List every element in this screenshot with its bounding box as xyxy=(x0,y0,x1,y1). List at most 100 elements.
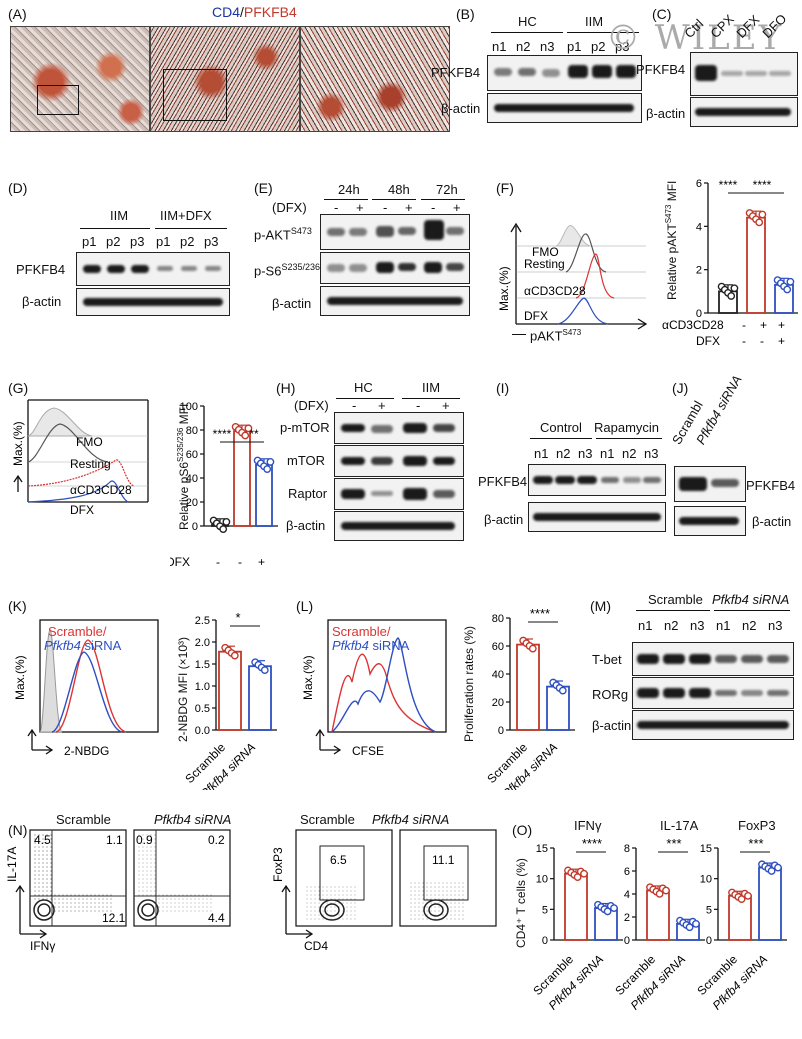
g-legend-resting: Resting xyxy=(70,457,111,471)
f-row2-label: DFX xyxy=(696,334,720,348)
o-sig-1: **** xyxy=(582,836,602,851)
panel-g-bar-chart: 0 20 40 60 80 100 **** ** DFX - - + xyxy=(170,401,278,569)
o-il17a-dot xyxy=(685,923,694,932)
panel-l-label: (L) xyxy=(296,598,314,614)
blot-e-pakt xyxy=(320,214,470,250)
ihc-image-mid-mag xyxy=(150,26,300,132)
o-foxp3-dot xyxy=(774,863,782,872)
o-ifng-dot xyxy=(573,873,582,881)
f-dot xyxy=(727,292,736,300)
f-ytick: 0 xyxy=(696,308,702,320)
l-legend-sirna: Pfkfb4 siRNA xyxy=(332,638,410,653)
panel-a-title: CD4/PFKFB4 xyxy=(212,4,297,20)
ihc-image-low-mag xyxy=(10,26,150,132)
ihc-image-high-mag xyxy=(300,26,450,132)
panel-f-bar-chart: 0 2 4 6 **** **** αCD3CD28 - + + DFX - - + xyxy=(662,178,798,348)
o-ifng-ytick: 0 xyxy=(542,935,548,947)
l-hist-xlabel: CFSE xyxy=(352,744,384,758)
blot-e-ps6 xyxy=(320,252,470,284)
n-ylabel-2: FoxP3 xyxy=(271,847,285,882)
l-ytick: 80 xyxy=(492,613,504,625)
g-legend-acd3cd28: αCD3CD28 xyxy=(70,483,132,497)
blot-i-pfkfb4 xyxy=(528,464,666,496)
l-hist-ylabel: Max.(%) xyxy=(301,655,315,700)
n-xlabel-1: IFNγ xyxy=(30,939,55,953)
hist-legend-resting: Resting xyxy=(524,257,565,271)
blot-m-actin xyxy=(632,710,794,740)
panel-n-label: (N) xyxy=(8,822,28,838)
f-bar-ylabel: Relative pAKTS473 MFI xyxy=(664,180,679,300)
blot-h-pmtor xyxy=(334,412,464,444)
f-row1-sign-2: + xyxy=(760,318,767,332)
o-foxp3-ytick: 5 xyxy=(706,904,712,916)
o-il17a-ytick: 0 xyxy=(624,935,630,947)
panel-n-flow-plots: 4.5 1.1 12.1 0.9 0.2 4.4 IL-17A IFNγ 6.5… xyxy=(6,829,497,953)
hist-ylabel: Max.(%) xyxy=(497,266,511,311)
g-sig-1: **** xyxy=(213,427,232,441)
k-ytick: 1.5 xyxy=(195,659,210,671)
g-dot xyxy=(266,458,275,466)
o-ifng-ytick: 5 xyxy=(542,904,548,916)
o-il17a-ytick: 2 xyxy=(624,912,630,924)
n-gate-1: 6.5 xyxy=(330,853,347,867)
blot-d-pfkfb4 xyxy=(76,252,230,286)
o-il17a-dot xyxy=(692,920,700,928)
n-ylabel-1: IL-17A xyxy=(6,847,19,882)
k-ytick: 0.0 xyxy=(195,725,210,737)
l-ytick: 60 xyxy=(492,641,504,653)
panel-d-label: (D) xyxy=(8,180,28,196)
blot-b-pfkfb4 xyxy=(487,55,642,91)
k-bar xyxy=(218,650,242,731)
g-ytick: 40 xyxy=(186,473,198,485)
panel-k-bar-chart: 0.00.51.01.52.02.5 * Scramble Pfkfb4 siR… xyxy=(182,610,277,790)
g-legend-fmo: FMO xyxy=(76,435,103,449)
panel-j-label: (J) xyxy=(672,380,689,396)
f-row1-label: αCD3CD28 xyxy=(662,318,724,332)
k-hist-ylabel: Max.(%) xyxy=(13,655,27,700)
n-gate-2: 11.1 xyxy=(432,853,455,867)
wiley-watermark: © WILEY xyxy=(606,18,784,58)
o-foxp3-dot xyxy=(767,867,776,875)
o-foxp3-dot xyxy=(737,895,746,904)
k-ytick: 2.0 xyxy=(195,637,210,649)
blot-c-actin xyxy=(690,97,798,127)
panel-m-label: (M) xyxy=(590,598,611,614)
f-dot xyxy=(730,284,739,293)
n-q2-ul: 0.9 xyxy=(136,833,153,847)
k-dot xyxy=(260,666,269,675)
o-il17a-ytick: 6 xyxy=(624,866,630,878)
o-il17a-bar xyxy=(646,889,670,941)
f-row2-sign-3: + xyxy=(778,334,785,348)
f-ytick: 4 xyxy=(696,221,702,233)
g-ytick: 0 xyxy=(192,521,198,533)
panel-f-label: (F) xyxy=(496,180,514,196)
g-dot xyxy=(244,424,253,433)
o-ifng-ytick: 10 xyxy=(536,874,548,886)
f-sig-2: **** xyxy=(753,178,772,192)
l-bar xyxy=(516,643,540,731)
g-bar xyxy=(233,430,251,527)
panel-e-label: (E) xyxy=(254,180,273,196)
o-foxp3-bar xyxy=(758,866,782,941)
n-q2-lr: 4.4 xyxy=(208,911,225,925)
k-hist-xlabel: 2-NBDG xyxy=(64,744,109,758)
g-bar xyxy=(255,463,273,527)
o-foxp3-dot xyxy=(744,891,752,900)
o-ifng-bar xyxy=(564,872,588,941)
hist-legend-fmo: FMO xyxy=(532,245,559,259)
panel-f-histogram: FMO Resting αCD3CD28 DFX Max.(%) xyxy=(497,222,648,330)
f-sig-1: **** xyxy=(719,178,738,192)
hist-legend-dfx: DFX xyxy=(524,309,548,323)
k-sig: * xyxy=(235,610,240,625)
g-hist-ylabel: Max.(%) xyxy=(11,421,25,466)
panel-g-histogram: FMO Resting αCD3CD28 DFX Max.(%) xyxy=(11,399,149,517)
k-legend-sirna: Pfkfb4 siRNA xyxy=(44,638,122,653)
k-ytick: 0.5 xyxy=(195,703,210,715)
blot-d-actin xyxy=(76,288,230,316)
f-row2-sign-1: - xyxy=(742,334,746,348)
f-dot xyxy=(783,285,792,294)
cd4-text: CD4 xyxy=(212,4,241,20)
l-sig: **** xyxy=(530,606,550,621)
g-bar-ylabel: Relative pS6S235/236 MFI xyxy=(176,403,191,530)
l-dot xyxy=(528,644,537,653)
